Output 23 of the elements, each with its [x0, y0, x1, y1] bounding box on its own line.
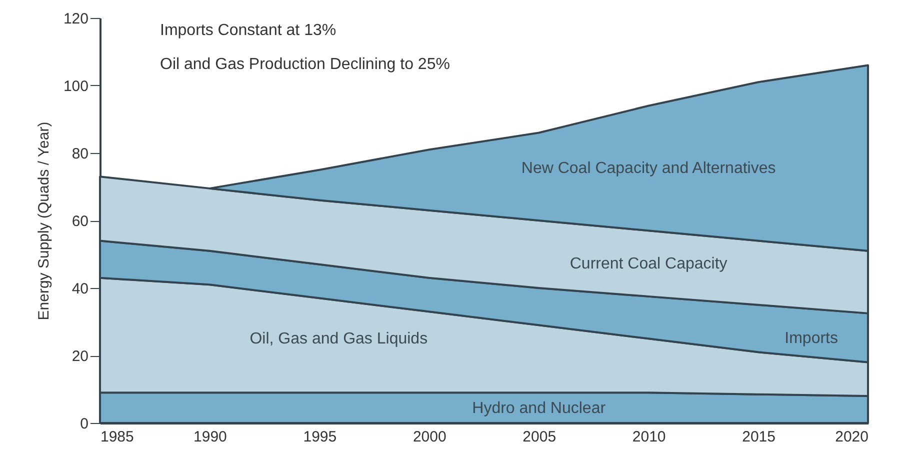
y-tick-label: 20 [72, 348, 88, 365]
x-tick-label: 2020 [835, 428, 868, 446]
x-tick-label: 2010 [632, 428, 666, 446]
series-label: New Coal Capacity and Alternatives [521, 160, 776, 178]
x-tick-label: 2005 [522, 428, 556, 446]
series-label: Current Coal Capacity [570, 256, 728, 273]
y-tick-label: 40 [72, 280, 88, 298]
y-tick-label: 60 [72, 213, 88, 230]
annotation: Imports Constant at 13% [160, 22, 336, 39]
series-label: Imports [784, 330, 838, 347]
x-tick-label: 1995 [303, 428, 337, 446]
x-tick-label: 1990 [194, 428, 227, 446]
annotation: Oil and Gas Production Declining to 25% [160, 56, 450, 73]
x-tick-label: 2000 [412, 428, 446, 446]
x-tick-label: 1985 [100, 428, 134, 446]
y-tick-label: 120 [63, 10, 88, 28]
series-label: Hydro and Nuclear [472, 400, 606, 417]
y-axis-title: Energy Supply (Quads / Year) [35, 122, 52, 320]
y-tick-label: 0 [80, 416, 88, 432]
x-tick-label: 2015 [742, 428, 776, 446]
y-tick-label: 80 [72, 146, 88, 162]
y-tick-label: 100 [63, 78, 88, 95]
series-label: Oil, Gas and Gas Liquids [250, 330, 428, 348]
